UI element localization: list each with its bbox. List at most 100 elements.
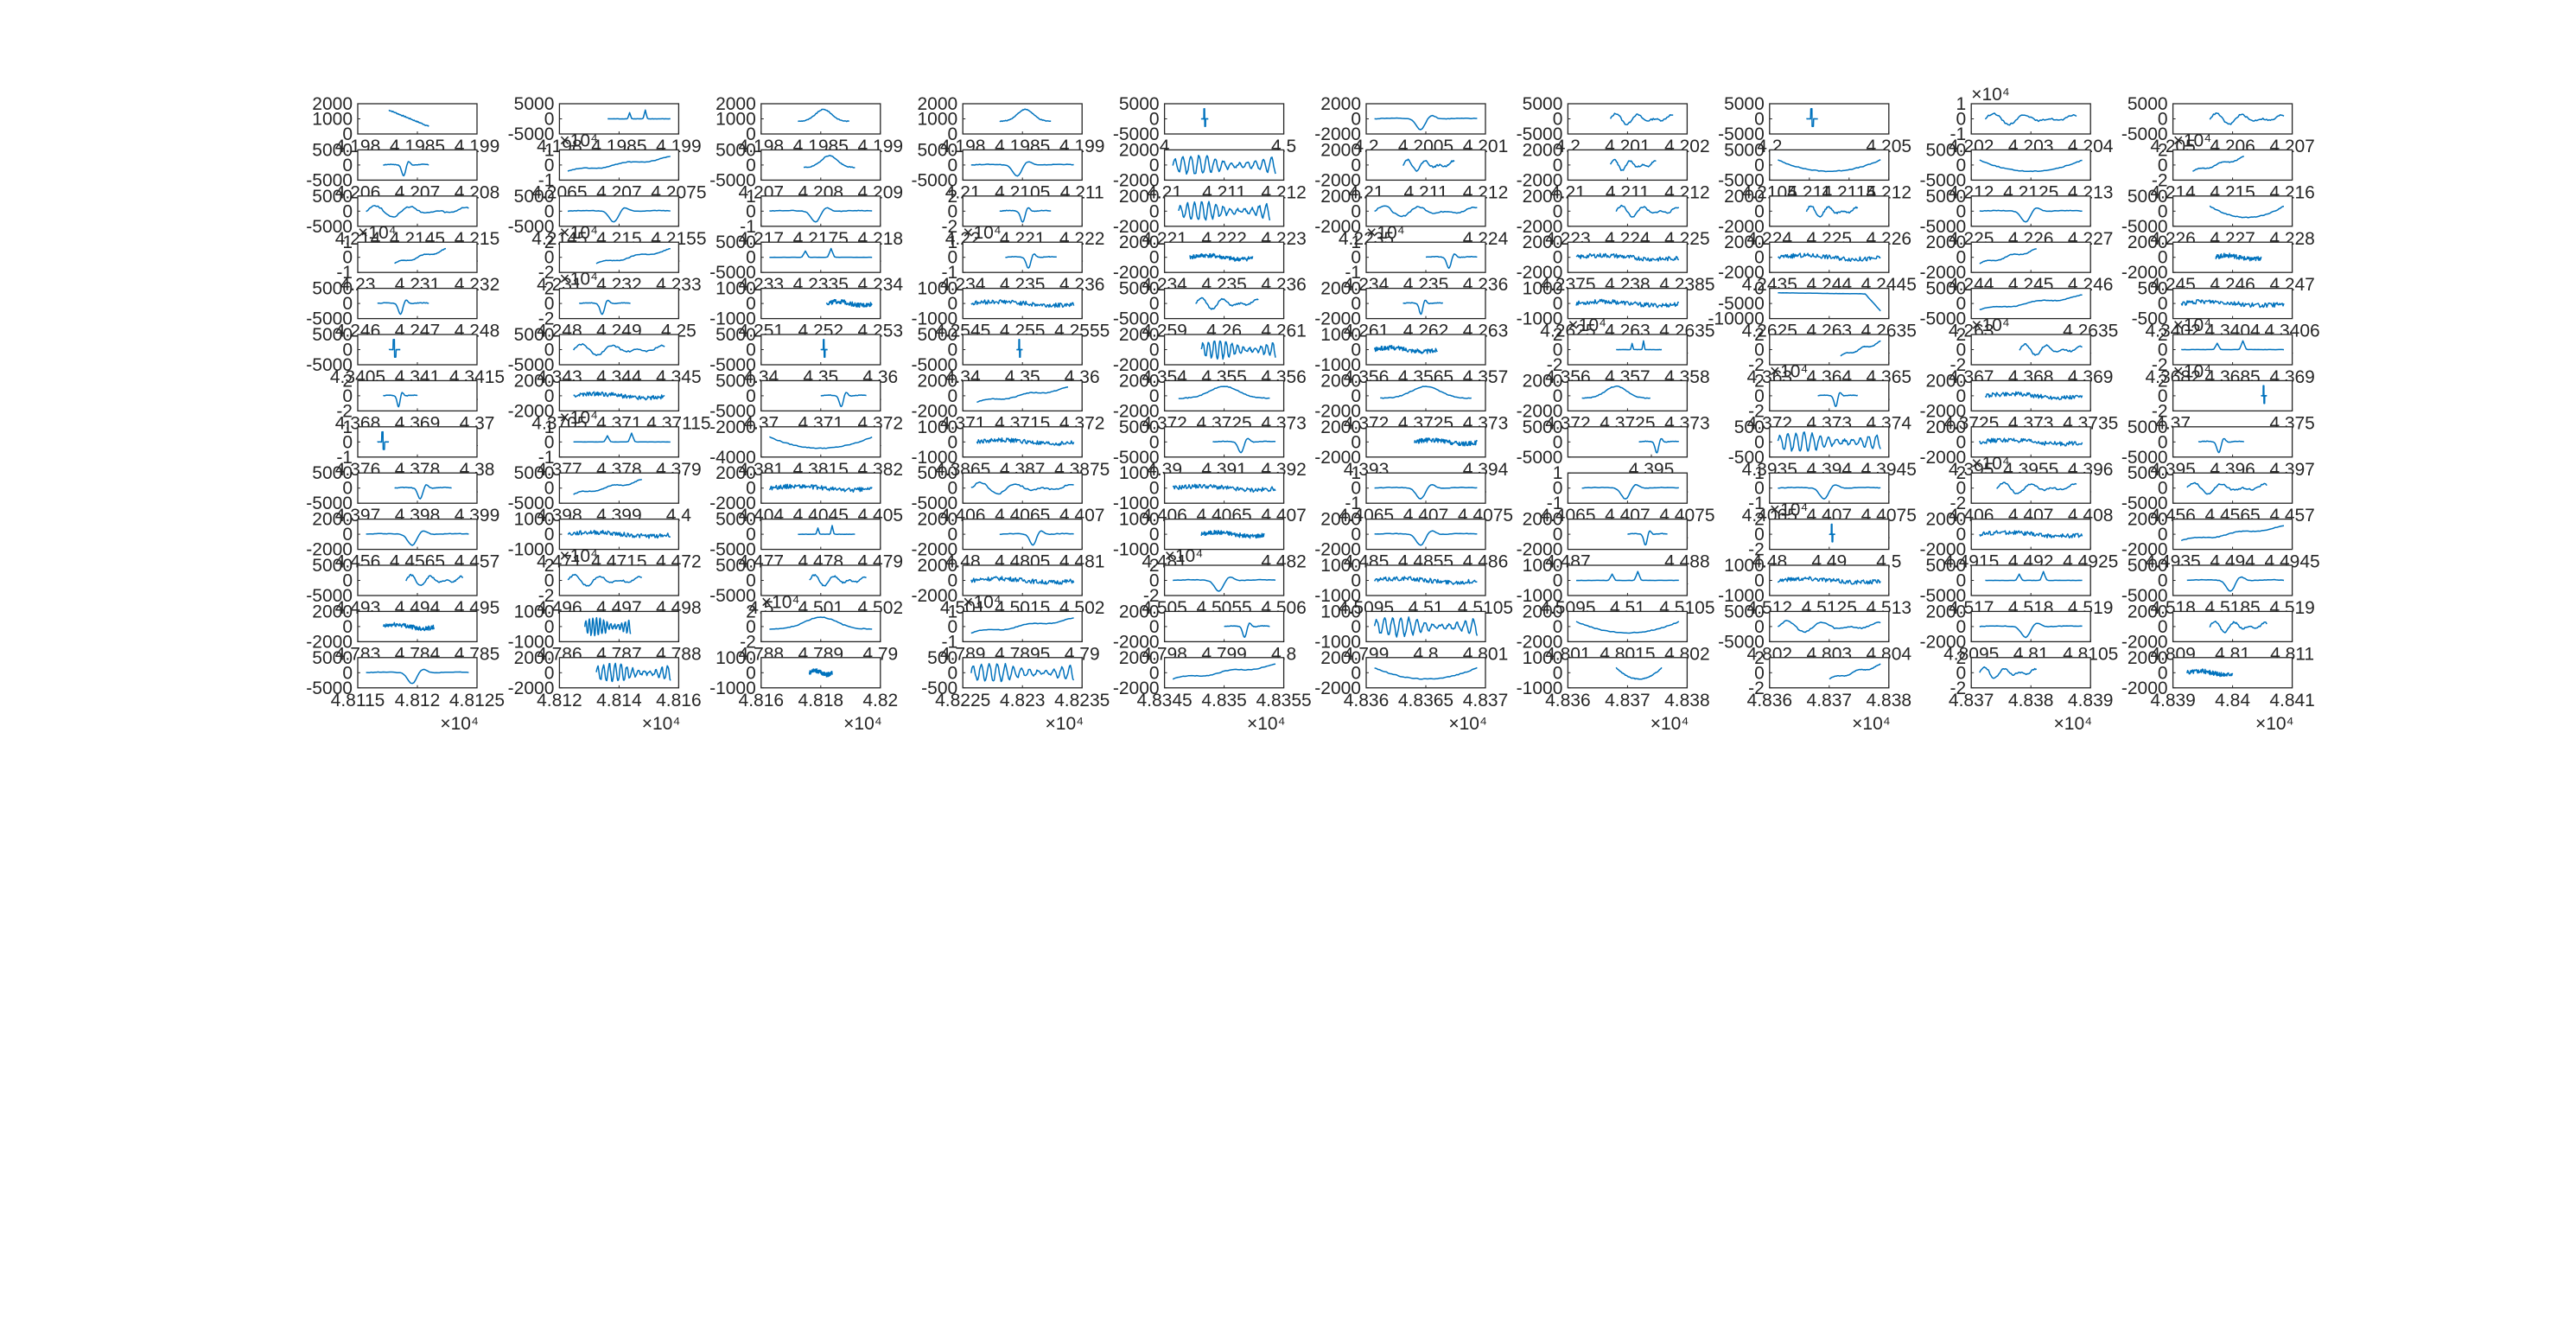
y-tick-label: 2 [1754,371,1765,391]
y-tick-label: -5000 [1113,448,1160,468]
y-tick-label: 2000 [1523,510,1563,530]
axes-box [1365,379,1486,412]
data-line [595,247,671,264]
y-tick-label: 1000 [1119,463,1160,483]
y-tick-label: 5000 [1523,94,1563,114]
data-line [2198,437,2245,454]
x-tick-label: 4.818 [798,691,844,710]
y-tick-label: -5000 [1919,309,1966,329]
data-line [768,483,873,493]
data-line [1805,205,1859,218]
y-tick-label: 0 [2158,386,2168,406]
data-line [1380,385,1472,399]
y-tick-label: 5000 [1724,140,1765,160]
x-exponent-label: ×10⁴ [642,714,681,734]
y-tick-label: 2000 [1320,94,1361,114]
subplot-7-10: 20-24.37 4.375×10⁴ [2152,361,2315,433]
y-tick-label: 5000 [2128,417,2168,437]
y-tick-label: -1 [942,263,958,283]
x-exponent-label: ×10⁴ [1852,714,1891,734]
y-tick-label: 2000 [2128,233,2168,252]
y-tick-label: 0 [948,663,958,683]
y-tick-label: 2000 [917,510,957,530]
x-tick-label: 4.838 [1867,691,1912,710]
y-tick-label: 0 [1956,386,1967,406]
y-tick-label: 5000 [514,94,555,114]
data-line [1984,391,2083,401]
y-tick-label: -1000 [709,309,756,329]
data-line [2019,342,2083,356]
y-tick-label: 5000 [716,325,756,345]
y-tick-label: 5000 [2128,94,2168,114]
subplot-2-2: 10-14.2065 4.207 4.2075×10⁴ [531,131,706,202]
axes-box [558,149,680,182]
y-tick-label: 0 [342,124,353,144]
data-line [1778,252,1881,262]
axes-box [962,610,1083,643]
y-tick-label: 0 [948,617,958,637]
data-line [573,391,665,401]
y-tick-label: -5000 [1718,294,1765,314]
y-tick-label: 0 [544,571,555,591]
y-tick-label: 5000 [716,510,756,530]
y-tick-label: 5000 [1925,140,1966,160]
data-line [970,617,1074,634]
y-tick-label: 0 [2158,571,2168,591]
y-tick-label: 2 [1956,648,1967,668]
y-tick-label: 0 [342,617,353,637]
y-tick-label: 0 [1351,479,1361,499]
data-line [1189,252,1254,262]
y-tick-label: -1000 [1314,355,1361,375]
data-line [572,343,665,356]
y-tick-label: 1000 [917,110,957,130]
y-tick-label: 0 [1351,341,1361,360]
y-tick-label: -2000 [1919,632,1966,652]
x-exponent-label: ×10⁴ [1651,714,1689,734]
y-tick-label: 1 [544,417,555,437]
data-line [1173,577,1276,592]
y-tick-label: 0 [1149,525,1160,545]
data-line [2192,156,2244,172]
data-line [1979,248,2037,264]
y-tick-label: 0 [746,294,756,314]
subplot-9-9: 20-24.406 4.407 4.408×10⁴ [1949,454,2114,526]
y-tick-label: -1000 [1517,679,1563,698]
y-tick-label: 0 [1553,110,1563,130]
data-line [377,430,390,450]
y-tick-label: 1000 [917,279,957,299]
axes-box [357,195,478,227]
y-tick-label: 0 [1149,248,1160,268]
y-exponent-label: ×10⁴ [1165,546,1204,566]
data-line [970,576,1075,585]
data-line [1178,201,1271,221]
y-tick-label: 2000 [1320,417,1361,437]
data-line [579,299,631,315]
axes-box [357,564,478,596]
y-tick-label: -2 [538,586,555,606]
data-line [1817,392,1858,407]
y-tick-label: 2000 [2128,602,2168,621]
y-tick-label: 0 [1956,663,1967,683]
data-line [999,207,1052,223]
data-line [970,299,1075,309]
y-tick-label: -2000 [2121,679,2168,698]
y-tick-label: 0 [1351,294,1361,314]
y-tick-label: 0 [1351,201,1361,221]
y-tick-label: 2000 [1523,233,1563,252]
y-tick-label: 2000 [1523,371,1563,391]
y-tick-label: -1000 [1314,632,1361,652]
y-tick-label: -2 [2152,170,2168,190]
axes-box [1163,379,1285,412]
y-tick-label: -2000 [1718,217,1765,237]
x-exponent-label: ×10⁴ [843,714,882,734]
y-tick-label: -2000 [1113,401,1160,421]
data-line [567,573,642,587]
